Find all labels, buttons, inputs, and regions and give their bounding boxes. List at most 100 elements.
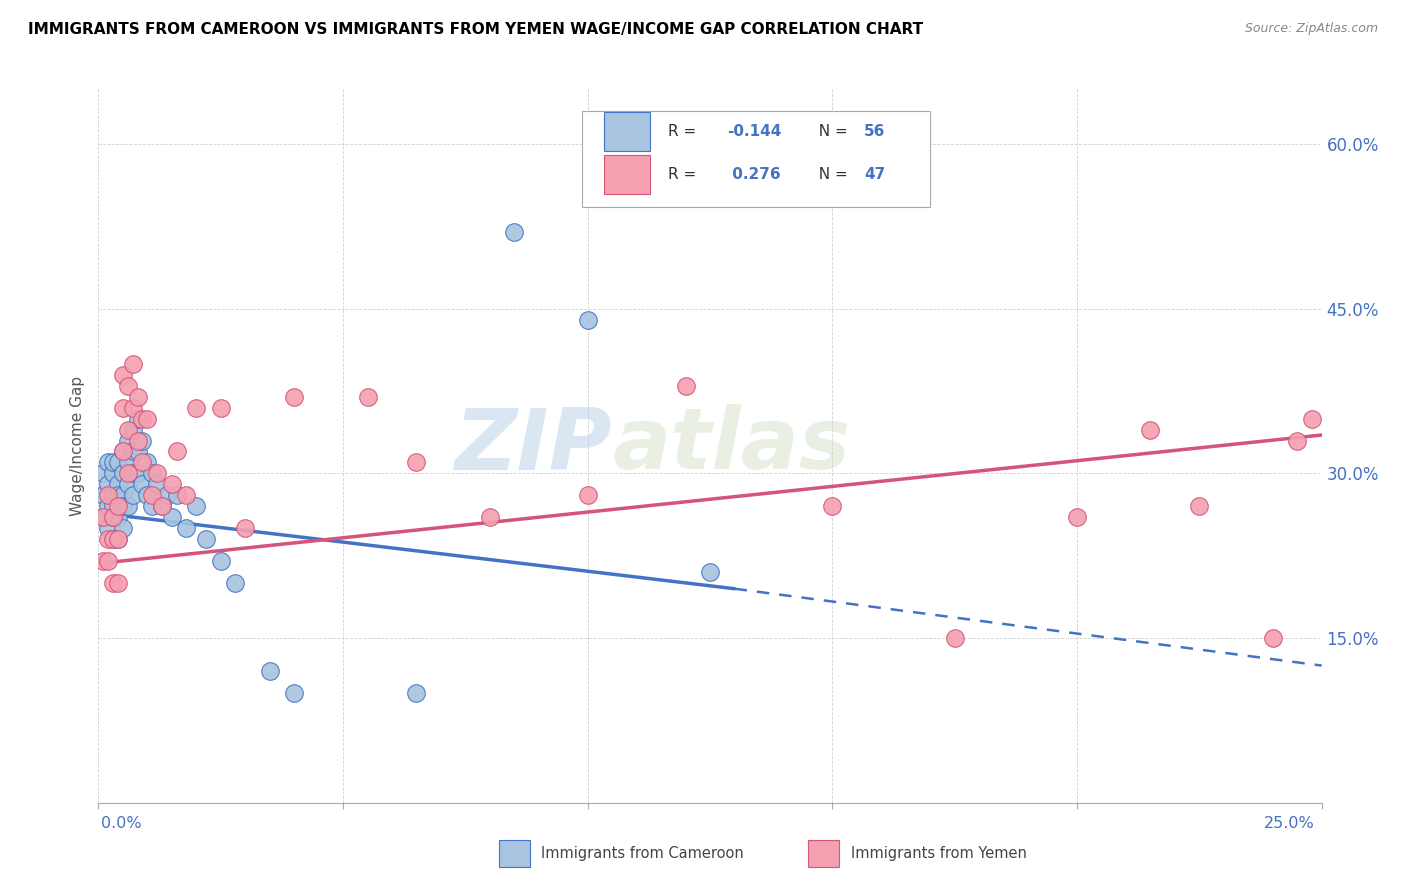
Text: 47: 47 — [865, 167, 886, 182]
Point — [101, 488, 124, 502]
Point — [405, 686, 427, 700]
Text: -0.144: -0.144 — [727, 124, 782, 139]
Point — [131, 411, 153, 425]
Point — [131, 455, 153, 469]
Point — [233, 521, 256, 535]
Y-axis label: Wage/Income Gap: Wage/Income Gap — [70, 376, 86, 516]
Point — [107, 510, 129, 524]
Point — [107, 488, 129, 502]
Point — [1139, 423, 1161, 437]
Point — [675, 378, 697, 392]
Point — [97, 521, 120, 535]
Point — [101, 576, 124, 591]
Point — [146, 477, 169, 491]
Point — [97, 500, 120, 514]
Point — [195, 533, 218, 547]
Text: Immigrants from Yemen: Immigrants from Yemen — [851, 847, 1026, 861]
Point — [117, 423, 139, 437]
Point — [121, 444, 143, 458]
Point — [136, 488, 159, 502]
Text: ZIP: ZIP — [454, 404, 612, 488]
Point — [121, 423, 143, 437]
Point — [160, 510, 183, 524]
Text: R =: R = — [668, 167, 702, 182]
Point — [141, 488, 163, 502]
Point — [111, 467, 134, 481]
Text: R =: R = — [668, 124, 702, 139]
Point — [356, 390, 378, 404]
Text: N =: N = — [808, 167, 852, 182]
Point — [91, 467, 114, 481]
Point — [107, 477, 129, 491]
Point — [111, 444, 134, 458]
Point — [1188, 500, 1211, 514]
Point — [117, 434, 139, 448]
Point — [97, 455, 120, 469]
Point — [1286, 434, 1309, 448]
Bar — [603, 112, 650, 152]
Point — [127, 434, 149, 448]
Point — [131, 477, 153, 491]
Point — [117, 467, 139, 481]
Point — [107, 533, 129, 547]
Point — [111, 401, 134, 415]
Point — [283, 390, 305, 404]
Text: 56: 56 — [865, 124, 886, 139]
Point — [107, 533, 129, 547]
Point — [101, 467, 124, 481]
Point — [111, 500, 134, 514]
Point — [186, 401, 208, 415]
Point — [127, 444, 149, 458]
Text: 25.0%: 25.0% — [1264, 816, 1315, 831]
Point — [117, 477, 139, 491]
Point — [97, 533, 120, 547]
Point — [160, 477, 183, 491]
Text: atlas: atlas — [612, 404, 851, 488]
Point — [101, 533, 124, 547]
Point — [141, 500, 163, 514]
Point — [146, 467, 169, 481]
Point — [186, 500, 208, 514]
Point — [121, 467, 143, 481]
Point — [101, 510, 124, 524]
Point — [166, 488, 188, 502]
Point — [1261, 631, 1284, 645]
Bar — [603, 155, 650, 194]
Point — [405, 455, 427, 469]
Point — [117, 500, 139, 514]
Point — [97, 477, 120, 491]
Point — [107, 455, 129, 469]
Point — [576, 488, 599, 502]
Text: 0.276: 0.276 — [727, 167, 780, 182]
Point — [156, 488, 179, 502]
Point — [111, 521, 134, 535]
Point — [101, 500, 124, 514]
Text: 0.0%: 0.0% — [101, 816, 142, 831]
Point — [259, 664, 281, 678]
FancyBboxPatch shape — [582, 111, 931, 207]
Point — [91, 488, 114, 502]
Point — [117, 378, 139, 392]
Point — [111, 488, 134, 502]
Point — [166, 444, 188, 458]
Point — [150, 500, 173, 514]
Point — [1301, 411, 1323, 425]
Point — [101, 533, 124, 547]
Point — [131, 434, 153, 448]
Point — [209, 401, 232, 415]
Point — [127, 467, 149, 481]
Point — [943, 631, 966, 645]
Text: Immigrants from Cameroon: Immigrants from Cameroon — [541, 847, 744, 861]
Point — [821, 500, 844, 514]
Point — [117, 455, 139, 469]
Point — [111, 444, 134, 458]
Point — [209, 554, 232, 568]
Point — [576, 312, 599, 326]
Text: IMMIGRANTS FROM CAMEROON VS IMMIGRANTS FROM YEMEN WAGE/INCOME GAP CORRELATION CH: IMMIGRANTS FROM CAMEROON VS IMMIGRANTS F… — [28, 22, 924, 37]
Point — [91, 510, 114, 524]
Point — [101, 455, 124, 469]
Point — [503, 225, 526, 239]
Point — [136, 411, 159, 425]
Point — [91, 554, 114, 568]
Text: N =: N = — [808, 124, 852, 139]
